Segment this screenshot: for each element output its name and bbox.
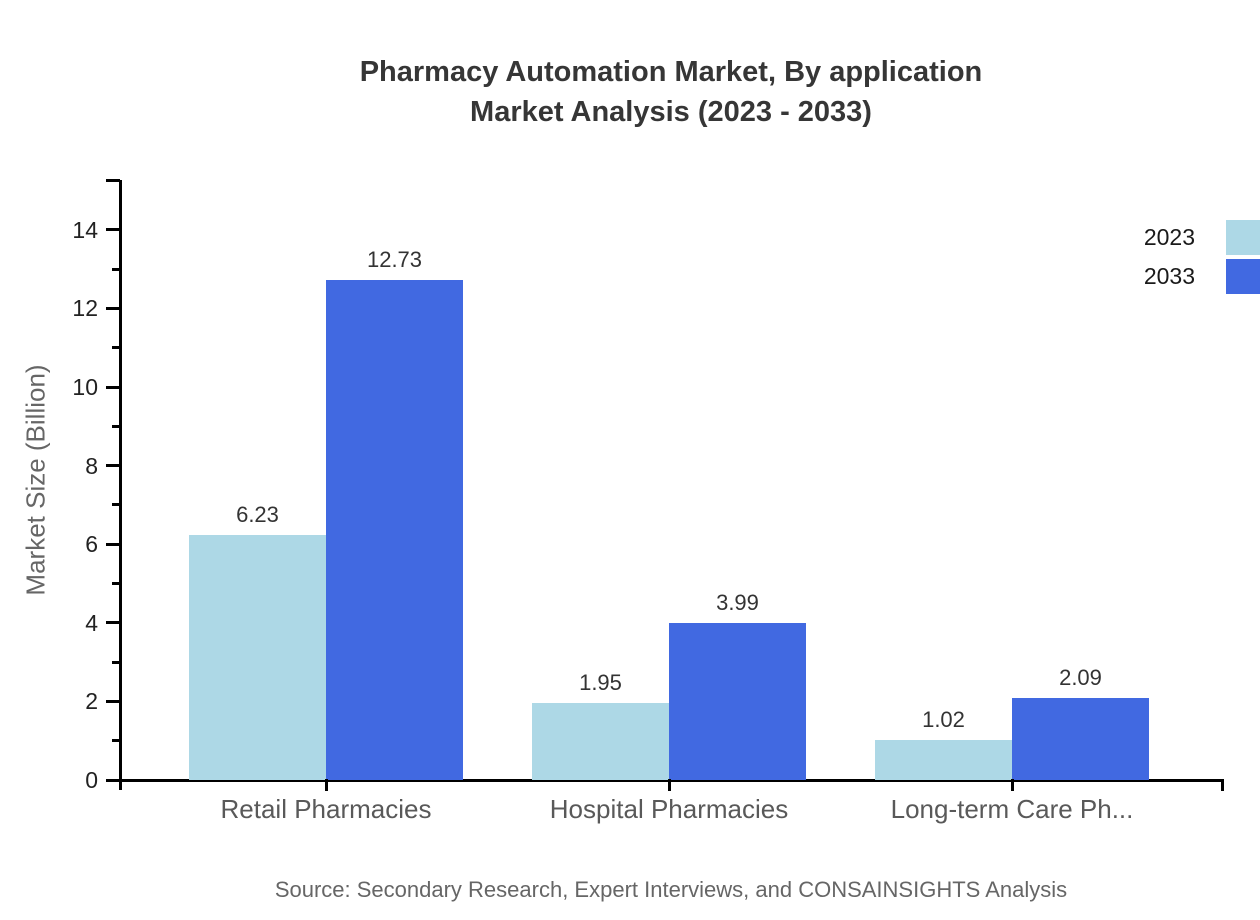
y-tick-label: 6 (85, 531, 98, 558)
bar-value-label: 1.95 (579, 670, 622, 696)
chart-title-line2: Market Analysis (2023 - 2033) (470, 96, 872, 128)
x-axis-end-tick (1220, 778, 1224, 791)
y-major-tick (106, 228, 120, 232)
y-axis-end-cap-tick (106, 178, 120, 182)
bar-value-label: 3.99 (716, 590, 759, 616)
legend-item: 2033 (1100, 259, 1260, 294)
x-tick (667, 778, 671, 791)
y-major-tick (106, 621, 120, 625)
x-axis-line (118, 778, 1224, 782)
y-minor-tick (112, 346, 120, 350)
bar-value-label: 12.73 (366, 246, 423, 272)
y-minor-tick (112, 660, 120, 664)
y-major-tick (106, 385, 120, 389)
bar-value-label: 1.02 (922, 706, 965, 732)
legend-swatch (1226, 220, 1260, 255)
y-minor-tick (112, 267, 120, 271)
legend-label: 2023 (1143, 224, 1195, 250)
y-tick-label: 0 (85, 767, 98, 793)
y-minor-tick (112, 424, 120, 428)
x-tick (324, 778, 328, 791)
legend-item: 2023 (1100, 220, 1260, 255)
y-tick-label: 14 (72, 216, 98, 243)
y-major-tick (106, 778, 120, 782)
y-major-tick (106, 464, 120, 468)
y-minor-tick (112, 582, 120, 586)
y-tick-label: 2 (85, 688, 98, 715)
y-minor-tick (112, 503, 120, 507)
chart-title-line1: Pharmacy Automation Market, By applicati… (359, 56, 983, 88)
y-tick-label: 8 (85, 452, 98, 479)
y-tick-label: 4 (85, 609, 98, 636)
y-major-tick (106, 699, 120, 703)
bar-2033 (1012, 697, 1149, 780)
x-category-label: Retail Pharmacies (220, 794, 432, 824)
bar-value-label: 2.09 (1059, 664, 1102, 690)
bar-2023 (875, 739, 1012, 780)
x-category-label: Long-term Care Ph... (890, 794, 1134, 824)
y-tick-label: 10 (72, 374, 98, 401)
source-note: Source: Secondary Research, Expert Inter… (274, 877, 1068, 902)
bar-2033 (669, 623, 806, 780)
legend-swatch (1226, 259, 1260, 294)
y-minor-tick (112, 739, 120, 743)
x-category-label: Hospital Pharmacies (549, 794, 789, 824)
bar-2033 (326, 279, 463, 780)
bar-2023 (532, 703, 669, 780)
chart-title: Pharmacy Automation Market, By applicati… (120, 52, 1222, 132)
legend-label: 2033 (1143, 263, 1195, 289)
y-tick-label: 12 (72, 295, 98, 322)
bar-value-label: 6.23 (236, 502, 279, 528)
y-axis-line (118, 180, 122, 790)
bar-2023 (189, 535, 326, 780)
y-major-tick (106, 306, 120, 310)
y-major-tick (106, 542, 120, 546)
x-tick (1010, 778, 1014, 791)
